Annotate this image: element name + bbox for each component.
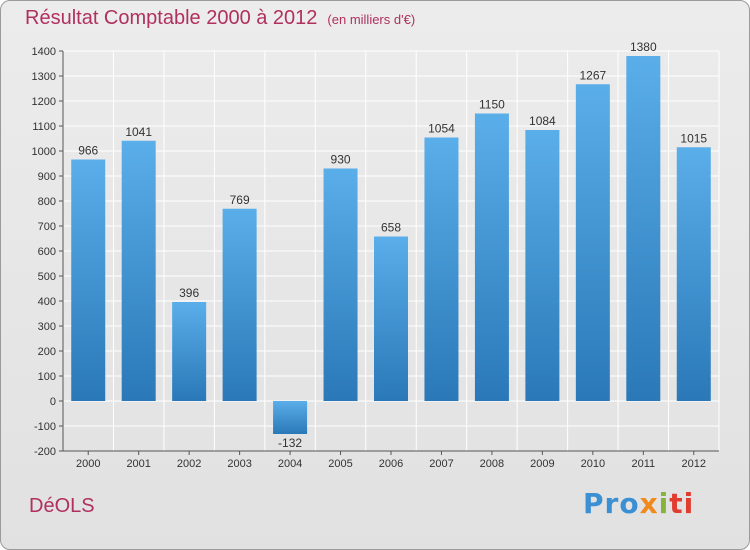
y-tick-label: 1200 xyxy=(32,96,56,108)
chart-title-text: Résultat Comptable 2000 à 2012 xyxy=(25,7,318,29)
data-label-2006: 658 xyxy=(381,221,401,235)
bar-2004 xyxy=(273,401,308,434)
y-tick-label: 500 xyxy=(38,271,56,283)
data-label-2009: 1084 xyxy=(529,114,556,128)
y-tick-label: 800 xyxy=(38,196,56,208)
x-tick-label-2002: 2002 xyxy=(177,458,201,470)
x-tick-label-2010: 2010 xyxy=(581,458,605,470)
axes: -200 -100 0 100 200 300 400 500 600 700 800 900 1000… xyxy=(32,46,719,470)
bar-2000 xyxy=(71,159,106,401)
y-tick-label: 1400 xyxy=(32,46,56,58)
x-tick-label-2007: 2007 xyxy=(429,458,453,470)
data-label-2007: 1054 xyxy=(428,122,455,136)
bar-2009 xyxy=(525,130,560,401)
logo-part-3: i xyxy=(658,487,670,520)
bars xyxy=(71,56,711,434)
x-tick-label-2000: 2000 xyxy=(76,458,100,470)
data-label-2002: 396 xyxy=(179,286,199,300)
data-label-2012: 1015 xyxy=(680,131,707,145)
proxiti-logo[interactable]: Proxiti xyxy=(583,487,694,520)
bar-2008 xyxy=(474,113,509,401)
data-label-2004: -132 xyxy=(278,436,302,450)
data-label-2010: 1267 xyxy=(579,68,606,82)
y-tick-label: 1100 xyxy=(32,121,56,133)
commune-name: DéOLS xyxy=(29,495,95,517)
chart-title: Résultat Comptable 2000 à 2012 (en millie… xyxy=(25,7,415,30)
y-tick-label: 600 xyxy=(38,246,56,258)
bar-2007 xyxy=(424,137,459,401)
data-label-2003: 769 xyxy=(230,193,250,207)
x-tick-label-2006: 2006 xyxy=(379,458,403,470)
data-label-2011: 1380 xyxy=(630,40,657,54)
data-label-2000: 966 xyxy=(78,144,98,158)
data-label-2005: 930 xyxy=(331,153,351,167)
logo-part-1: Pro xyxy=(583,487,640,520)
logo-part-4: ti xyxy=(669,487,695,520)
bar-2011 xyxy=(626,56,661,401)
y-tick-label: 100 xyxy=(38,371,56,383)
bar-2010 xyxy=(575,84,610,401)
bar-2006 xyxy=(374,236,408,401)
y-tick-label: 400 xyxy=(38,296,56,308)
x-tick-label-2009: 2009 xyxy=(530,458,554,470)
x-tick-label-2011: 2011 xyxy=(631,458,655,470)
chart-subtitle: (en milliers d'€) xyxy=(327,12,416,27)
y-tick-label: -200 xyxy=(34,446,56,458)
y-tick-label: 300 xyxy=(38,321,56,333)
data-label-2001: 1041 xyxy=(125,125,152,139)
x-tick-label-2012: 2012 xyxy=(682,458,706,470)
bar-2001 xyxy=(121,140,156,401)
bar-2012 xyxy=(676,147,711,401)
x-tick-label-2001: 2001 xyxy=(126,458,150,470)
bar-2002 xyxy=(172,302,207,401)
y-tick-label: 1000 xyxy=(32,146,56,158)
y-tick-label: -100 xyxy=(34,421,56,433)
y-tick-label: 1300 xyxy=(32,71,56,83)
data-labels: 966 1041 396 769 -132 930 658 1054 1150 1084 1267 1… xyxy=(78,40,707,450)
x-tick-label-2005: 2005 xyxy=(328,458,352,470)
y-tick-label: 900 xyxy=(38,171,56,183)
x-tick-label-2003: 2003 xyxy=(227,458,251,470)
x-tick-label-2008: 2008 xyxy=(480,458,504,470)
data-label-2008: 1150 xyxy=(479,98,505,112)
y-tick-label: 0 xyxy=(50,396,56,408)
x-tick-label-2004: 2004 xyxy=(278,458,302,470)
bar-2005 xyxy=(323,168,358,401)
y-tick-label: 700 xyxy=(38,221,56,233)
logo-part-2: x xyxy=(639,487,659,520)
bar-2003 xyxy=(222,208,257,401)
y-tick-label: 200 xyxy=(38,346,56,358)
